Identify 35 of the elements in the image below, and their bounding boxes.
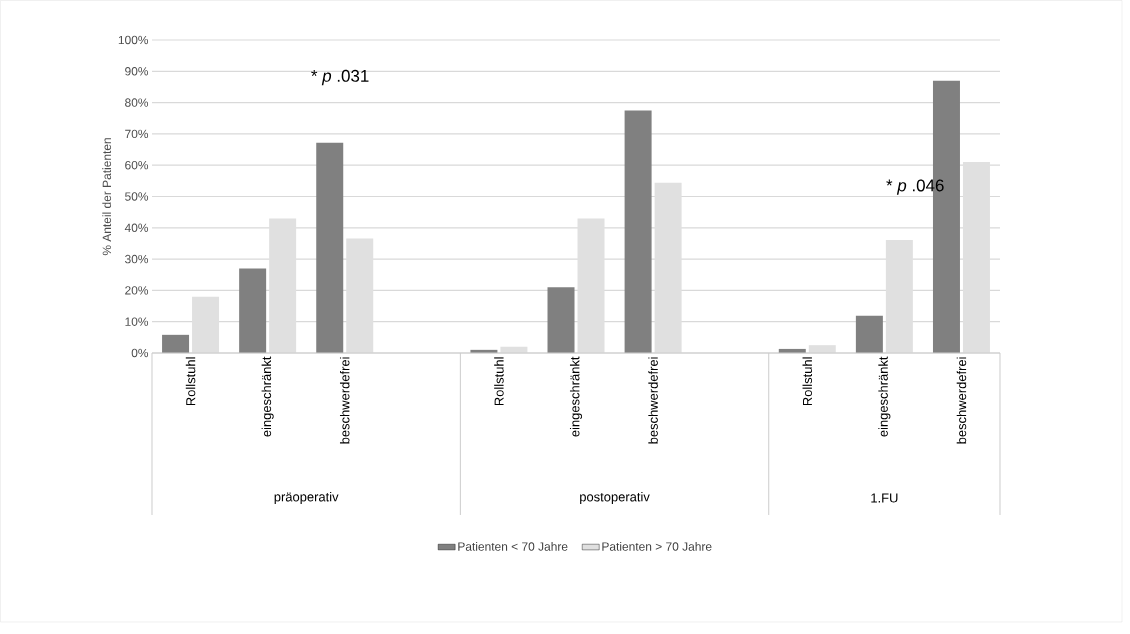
x-tick-label: beschwerdefrei [339, 357, 350, 444]
y-tick-label: 60% [125, 160, 149, 170]
y-axis-title: % Anteil der Patienten [102, 138, 112, 256]
x-tick-label: Rollstuhl [185, 357, 196, 406]
y-tick-label: 90% [125, 67, 149, 76]
x-tick-label: beschwerdefrei [648, 357, 658, 444]
text: präoperativ [274, 491, 339, 505]
y-tick-label: 70% [125, 129, 149, 139]
bar [808, 345, 836, 353]
x-tick-label: Rollstuhl [494, 357, 504, 406]
bar [162, 334, 190, 353]
x-tick-label: eingeschränkt [569, 356, 583, 437]
y-tick-label: 0% [131, 348, 149, 358]
bar [547, 287, 575, 353]
text: postoperativ [580, 491, 650, 505]
y-tick-label: 20% [125, 286, 149, 295]
y-tick-label: 80% [125, 98, 149, 107]
y-tick-label: 10% [125, 317, 149, 326]
bar [239, 268, 267, 353]
y-tick-label: 50% [125, 192, 149, 201]
x-tick-label: eingeschränkt [261, 356, 274, 437]
legend-label: Patienten < 70 Jahre [458, 541, 568, 551]
x-tick-label: beschwerdefrei [956, 357, 967, 444]
bar [316, 142, 344, 353]
y-tick-label: 40% [124, 223, 149, 233]
y-tick-label: 30% [125, 254, 149, 264]
legend-label: Patienten > 70 Jahre [602, 541, 712, 551]
y-tick-label: 100% [118, 35, 149, 45]
x-tick-label: eingeschränkt [878, 356, 891, 437]
text: 1.FU [871, 493, 898, 503]
bar [624, 110, 652, 353]
annotation: *p .046 [886, 179, 944, 195]
bar [855, 315, 883, 353]
annotation: *p .031 [311, 69, 369, 86]
x-tick-label: Rollstuhl [802, 357, 813, 406]
